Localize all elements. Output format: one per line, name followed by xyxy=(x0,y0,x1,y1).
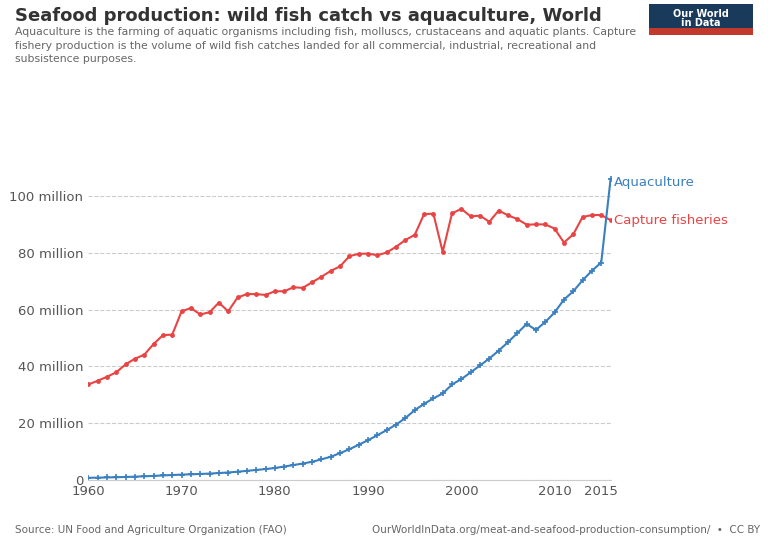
Text: Our World: Our World xyxy=(673,9,729,19)
Text: Aquaculture: Aquaculture xyxy=(614,176,695,189)
Text: Capture fisheries: Capture fisheries xyxy=(614,214,728,227)
Text: OurWorldInData.org/meat-and-seafood-production-consumption/  •  CC BY: OurWorldInData.org/meat-and-seafood-prod… xyxy=(372,526,760,535)
Text: Source: UN Food and Agriculture Organization (FAO): Source: UN Food and Agriculture Organiza… xyxy=(15,526,287,535)
Text: Seafood production: wild fish catch vs aquaculture, World: Seafood production: wild fish catch vs a… xyxy=(15,7,602,24)
Text: in Data: in Data xyxy=(681,18,720,28)
Text: Aquaculture is the farming of aquatic organisms including fish, molluscs, crusta: Aquaculture is the farming of aquatic or… xyxy=(15,27,637,64)
FancyBboxPatch shape xyxy=(649,4,753,35)
FancyBboxPatch shape xyxy=(649,28,753,35)
